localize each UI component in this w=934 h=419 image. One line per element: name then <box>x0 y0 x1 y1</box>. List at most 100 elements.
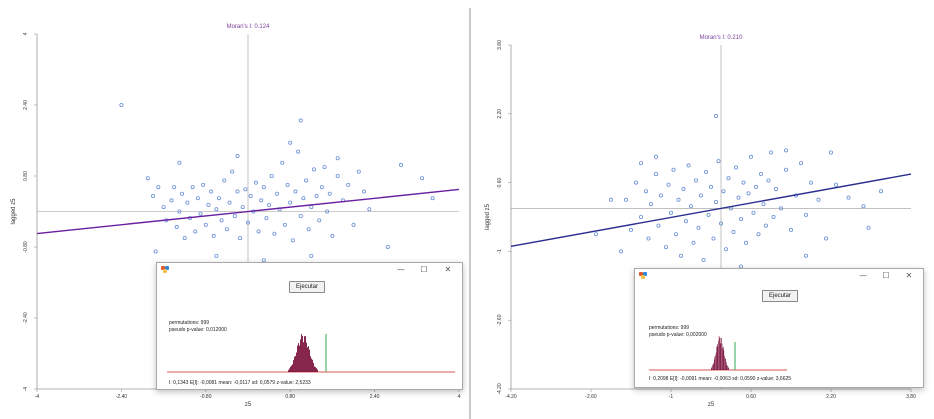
data-point <box>648 202 653 207</box>
x-tick-label: 0.80 <box>285 394 295 400</box>
data-point <box>653 171 658 176</box>
maximize-button[interactable]: ☐ <box>882 271 890 280</box>
data-point <box>681 187 686 192</box>
y-tick-label: -4.20 <box>497 383 503 395</box>
x-tick-label: -1 <box>669 394 674 400</box>
histogram-bar <box>728 367 729 370</box>
data-point <box>803 253 808 258</box>
histogram-bar <box>297 345 298 372</box>
data-point <box>703 169 708 174</box>
data-point <box>151 193 156 198</box>
close-button[interactable]: ✕ <box>444 265 452 274</box>
y-tick-label: -1 <box>497 249 503 254</box>
data-point <box>309 253 314 258</box>
data-point <box>243 187 248 192</box>
data-point <box>264 216 269 221</box>
regression-line <box>510 173 912 248</box>
data-point <box>686 163 691 168</box>
data-point <box>688 204 693 209</box>
data-point <box>691 240 696 245</box>
data-point <box>623 197 628 202</box>
data-point <box>269 173 274 178</box>
data-point <box>209 189 214 194</box>
data-point <box>751 210 756 215</box>
data-point <box>245 220 250 225</box>
y-axis-label: lagged z5 <box>485 203 491 230</box>
data-point <box>367 207 372 212</box>
histogram-bar <box>721 337 722 370</box>
x-tick-label: -2.40 <box>116 394 128 400</box>
histogram-bar <box>291 365 292 372</box>
data-point <box>828 150 833 155</box>
data-point <box>861 204 866 209</box>
data-point <box>701 257 706 262</box>
histogram-bar <box>317 369 318 372</box>
data-point <box>678 253 683 258</box>
minimize-button[interactable]: — <box>397 265 405 274</box>
data-point <box>731 230 736 235</box>
data-point <box>190 185 195 190</box>
histogram-bar <box>294 356 295 372</box>
data-point <box>161 205 166 210</box>
histogram-bar <box>718 340 719 370</box>
histogram-bar <box>311 358 312 372</box>
histogram-bar <box>310 356 311 372</box>
histogram-bar <box>715 352 717 370</box>
data-point <box>195 196 200 201</box>
histogram-bar <box>712 365 713 370</box>
histogram-bar <box>719 337 720 370</box>
maximize-button[interactable]: ☐ <box>420 265 428 274</box>
data-point <box>298 213 303 218</box>
data-point <box>711 236 716 241</box>
data-point <box>211 233 216 238</box>
data-point <box>351 222 356 227</box>
data-point <box>736 195 741 200</box>
dialog-titlebar[interactable]: — ☐ ✕ <box>157 263 462 277</box>
histogram-bar <box>316 368 317 372</box>
data-point <box>272 231 277 236</box>
data-point <box>314 193 319 198</box>
data-point <box>716 159 721 164</box>
y-tick-label: -4 <box>23 387 29 392</box>
data-point <box>676 197 681 202</box>
x-tick-label: -4 <box>35 394 40 400</box>
data-point <box>322 165 327 170</box>
histogram-bar <box>314 366 315 372</box>
data-point <box>671 167 676 172</box>
data-point <box>119 103 124 108</box>
chart-title: Moran's I: 0.124 <box>227 24 270 30</box>
data-point <box>240 205 245 210</box>
x-tick-label: 0.60 <box>746 394 756 400</box>
statistics-line: I: 0,1343 E[I]: -0,0081 mean: -0,0117 sd… <box>169 380 311 386</box>
data-point <box>319 185 324 190</box>
data-point <box>227 200 232 205</box>
data-point <box>214 207 219 212</box>
minimize-button[interactable]: — <box>859 271 867 280</box>
panel-divider <box>469 8 471 419</box>
run-button[interactable]: Ejecutar <box>762 290 799 302</box>
x-tick-label: 2.20 <box>826 394 836 400</box>
statistics-line: I: 0,2098 E[I]: -0,0091 mean: -0,0063 sd… <box>649 376 792 382</box>
moran-scatter-panel-left: -4 -2.40 -0.80 0.80 2.40 4 4 2.40 0.80 -0.80 -2.40… <box>0 0 466 419</box>
data-point <box>846 195 851 200</box>
x-tick-label: 4 <box>458 394 461 400</box>
data-point <box>771 214 776 219</box>
histogram-bar <box>715 355 716 370</box>
permutations-label: permutations: 999 <box>649 325 690 331</box>
data-point <box>288 140 293 145</box>
close-button[interactable]: ✕ <box>905 271 913 280</box>
data-point <box>696 225 701 230</box>
data-point <box>718 221 723 226</box>
data-point <box>174 225 179 230</box>
data-point <box>743 240 748 245</box>
dialog-titlebar[interactable]: — ☐ ✕ <box>635 269 923 283</box>
data-point <box>298 118 303 123</box>
data-point <box>398 162 403 167</box>
data-point <box>721 189 726 194</box>
data-point <box>738 217 743 222</box>
data-point <box>778 206 783 211</box>
data-point <box>638 161 643 166</box>
data-point <box>420 176 425 181</box>
data-point <box>253 180 258 185</box>
run-button[interactable]: Ejecutar <box>289 281 326 293</box>
